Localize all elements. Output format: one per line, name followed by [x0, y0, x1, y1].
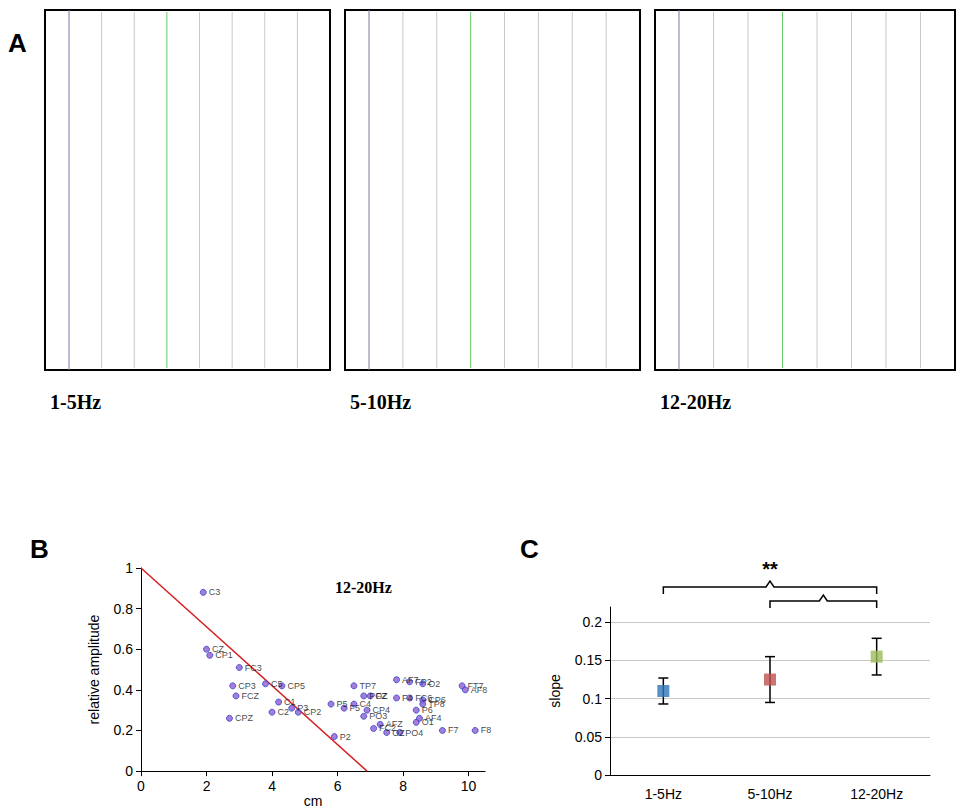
svg-text:F8: F8 — [481, 725, 492, 735]
svg-text:8: 8 — [399, 778, 407, 794]
svg-text:CP1: CP1 — [215, 650, 233, 660]
svg-text:1: 1 — [125, 560, 133, 576]
svg-text:12-20Hz: 12-20Hz — [660, 391, 731, 413]
svg-text:0: 0 — [594, 767, 602, 783]
svg-text:C1: C1 — [284, 697, 296, 707]
svg-text:AF8: AF8 — [471, 685, 488, 695]
svg-text:P2: P2 — [340, 732, 351, 742]
svg-text:F4: F4 — [402, 693, 413, 703]
svg-text:TP7: TP7 — [359, 681, 376, 691]
svg-text:PO4: PO4 — [405, 728, 423, 738]
svg-text:0.4: 0.4 — [114, 682, 134, 698]
svg-text:FP2: FP2 — [415, 676, 432, 687]
svg-text:C5: C5 — [271, 679, 283, 689]
svg-text:FC3: FC3 — [245, 663, 262, 673]
svg-text:6: 6 — [334, 778, 342, 794]
svg-text:A: A — [8, 28, 27, 58]
svg-text:P6: P6 — [421, 705, 433, 716]
svg-text:5-10Hz: 5-10Hz — [747, 786, 792, 802]
svg-text:**: ** — [762, 558, 778, 580]
svg-text:cm: cm — [304, 793, 323, 809]
svg-text:CP3: CP3 — [238, 681, 256, 691]
svg-text:relative amplitude: relative amplitude — [86, 614, 102, 724]
svg-text:C: C — [520, 534, 539, 564]
svg-text:1-5Hz: 1-5Hz — [645, 786, 682, 802]
svg-text:0.2: 0.2 — [583, 614, 603, 630]
svg-text:OZ: OZ — [392, 728, 405, 738]
svg-text:AF4: AF4 — [425, 713, 442, 723]
svg-text:2: 2 — [203, 778, 211, 794]
svg-text:FC2: FC2 — [379, 723, 397, 734]
svg-text:O2: O2 — [428, 679, 440, 689]
svg-text:POZ: POZ — [369, 691, 388, 701]
svg-text:0: 0 — [125, 763, 133, 779]
svg-text:C3: C3 — [209, 587, 221, 597]
svg-text:B: B — [30, 534, 49, 564]
svg-text:C2: C2 — [278, 707, 290, 717]
svg-text:CP4: CP4 — [372, 705, 391, 716]
svg-text:CP5: CP5 — [287, 681, 305, 691]
svg-text:slope: slope — [547, 674, 563, 708]
svg-text:CP2: CP2 — [304, 707, 322, 717]
svg-text:12-20Hz: 12-20Hz — [850, 786, 903, 802]
svg-text:AF7: AF7 — [402, 674, 419, 685]
svg-text:12-20Hz: 12-20Hz — [335, 579, 392, 596]
svg-text:10: 10 — [461, 778, 477, 794]
svg-text:0.15: 0.15 — [575, 652, 602, 668]
svg-text:0.2: 0.2 — [114, 722, 134, 738]
svg-text:TP8: TP8 — [428, 699, 445, 709]
svg-text:0.6: 0.6 — [114, 641, 134, 657]
svg-text:0: 0 — [137, 778, 145, 794]
svg-text:FZ: FZ — [376, 691, 387, 701]
svg-text:4: 4 — [268, 778, 276, 794]
svg-text:CPZ: CPZ — [235, 713, 254, 723]
svg-text:5-10Hz: 5-10Hz — [350, 391, 411, 413]
svg-text:0.1: 0.1 — [583, 691, 603, 707]
svg-text:P3: P3 — [297, 703, 309, 714]
svg-text:0.05: 0.05 — [575, 729, 602, 745]
svg-text:PO3: PO3 — [369, 711, 387, 721]
svg-text:FCZ: FCZ — [242, 691, 260, 701]
svg-text:F7: F7 — [448, 725, 459, 735]
svg-text:0.8: 0.8 — [114, 601, 134, 617]
svg-text:1-5Hz: 1-5Hz — [50, 391, 101, 413]
svg-text:CZ: CZ — [212, 644, 224, 655]
svg-text:FC6: FC6 — [415, 693, 433, 703]
svg-text:P5: P5 — [337, 699, 348, 709]
html-text:F5C4: F5C4 — [349, 699, 371, 714]
